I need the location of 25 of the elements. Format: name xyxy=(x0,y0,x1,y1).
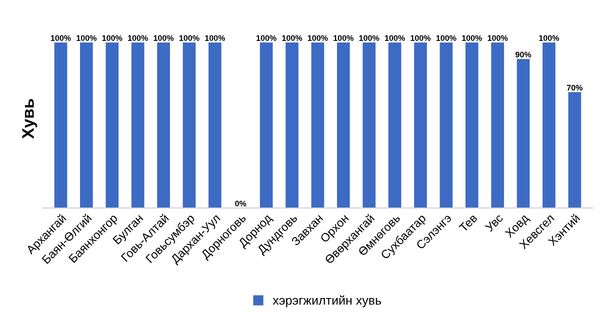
data-label: 100% xyxy=(154,35,174,41)
data-label: 100% xyxy=(102,35,122,41)
data-label: 100% xyxy=(256,35,276,41)
data-label: 100% xyxy=(539,35,560,41)
data-label: 100% xyxy=(359,35,380,41)
data-label: 100% xyxy=(76,35,97,41)
data-label: 100% xyxy=(410,35,431,41)
data-label: 100% xyxy=(128,35,148,41)
y-axis-title: Хувь xyxy=(22,98,38,139)
x-tick-label: Тев xyxy=(458,214,478,233)
legend-label: хэрэгжилтийн хувь xyxy=(272,295,382,308)
data-label: 100% xyxy=(205,35,226,41)
data-label: 100% xyxy=(334,35,354,41)
data-label: 100% xyxy=(50,35,71,41)
data-label: 100% xyxy=(488,35,508,41)
data-label: 100% xyxy=(436,35,456,41)
data-label: 0% xyxy=(235,200,246,206)
x-tick-label: Увс xyxy=(484,213,504,232)
data-label: 90% xyxy=(516,52,532,58)
data-label: 100% xyxy=(308,35,328,41)
data-label: 100% xyxy=(385,35,405,41)
data-label: 100% xyxy=(179,35,200,41)
data-label: 70% xyxy=(566,84,583,91)
data-label: 100% xyxy=(462,35,482,41)
data-label: 100% xyxy=(282,35,302,41)
